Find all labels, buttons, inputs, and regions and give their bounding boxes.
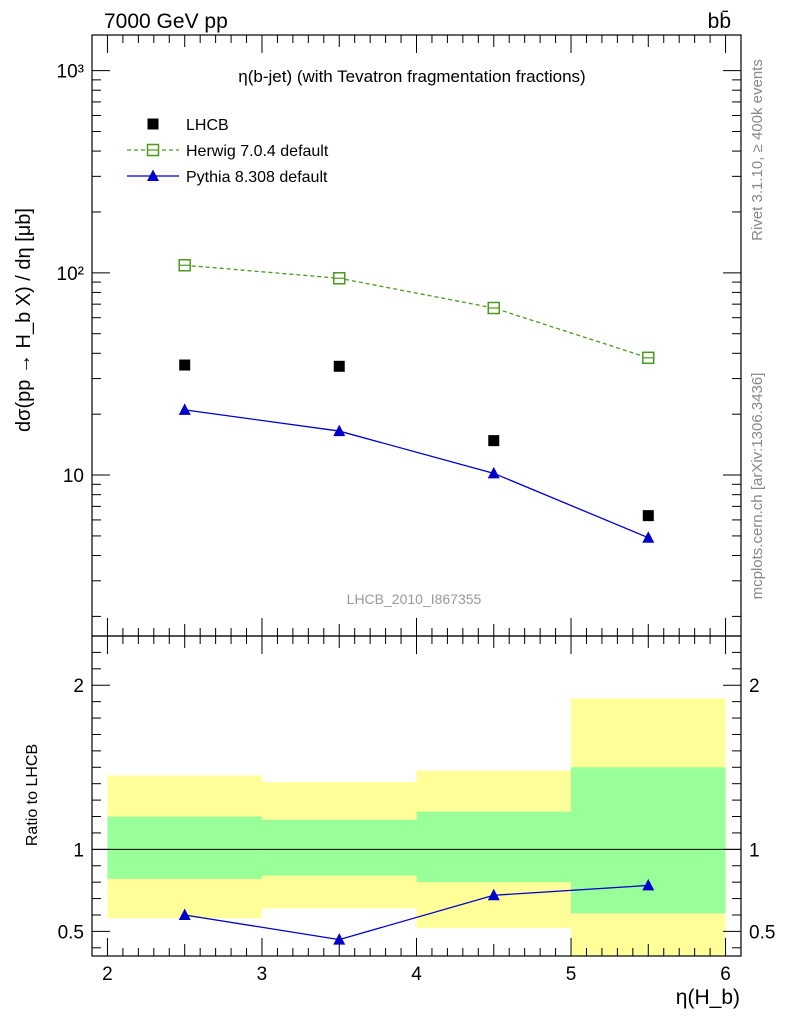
axis-tick-labels: 10 10² 10³ 2 3 4 5 6 0.5 0.5 1 1 2 2 (57, 62, 776, 985)
x-tick-label: 3 (257, 964, 268, 985)
data-point-1-0 (178, 259, 191, 272)
ratio-point-0-3 (642, 878, 655, 891)
data-point-2-3 (642, 531, 655, 543)
green-band-3 (571, 767, 726, 914)
rivet-label: Rivet 3.1.10, ≥ 400k events (749, 59, 766, 241)
ratio-y-tick-label-right: 2 (749, 676, 760, 697)
legend-label-0: LHCB (186, 117, 229, 134)
data-point-1-3 (642, 351, 655, 365)
ratio-point-0-0 (178, 908, 191, 920)
data-point-2-2 (487, 466, 500, 479)
legend-marker-0 (147, 118, 159, 130)
x-tick-label: 5 (566, 964, 577, 985)
data-point-0-1 (333, 360, 345, 372)
green-band-0 (107, 816, 262, 879)
data-point-0-3 (642, 510, 654, 522)
energy-label: 7000 GeV pp (104, 10, 228, 33)
plot-title: η(b-jet) (with Tevatron fragmentation fr… (238, 67, 585, 86)
legend-marker-2 (147, 169, 159, 181)
main-y-tick-label: 10³ (57, 62, 84, 83)
ratio-point-0-2 (487, 888, 500, 901)
data-point-0-2 (488, 435, 500, 447)
green-band-1 (261, 819, 417, 876)
main-y-axis-label: dσ(pp → H_b X) / dη [μb] (13, 208, 35, 432)
legend-label-1: Herwig 7.0.4 default (186, 143, 329, 160)
ratio-y-tick-label-left: 1 (73, 840, 84, 861)
mcplots-label: mcplots.cern.ch [arXiv:1306.3436] (749, 373, 766, 600)
ratio-series (178, 878, 655, 945)
data-point-2-0 (178, 403, 191, 415)
ratio-y-tick-label-right: 0.5 (749, 922, 775, 943)
ratio-y-tick-label-right: 1 (749, 840, 760, 861)
green-band-2 (416, 811, 572, 883)
ratio-line-0 (184, 884, 649, 941)
data-point-1-1 (332, 272, 346, 285)
data-point-0-0 (179, 359, 191, 371)
x-tick-label: 6 (720, 964, 731, 985)
series-line-2 (184, 409, 649, 539)
x-axis-label: η(H_b) (676, 986, 740, 1009)
series-line-1 (184, 264, 649, 359)
main-series (178, 259, 655, 543)
x-tick-label: 4 (411, 964, 422, 985)
axis-ticks (92, 35, 741, 956)
legend-label-2: Pythia 8.308 default (186, 169, 328, 186)
process-label: bb̄ (708, 10, 731, 33)
data-point-2-1 (333, 424, 346, 437)
ratio-point-0-1 (333, 933, 346, 945)
main-y-tick-label: 10 (63, 466, 84, 487)
ratio-y-tick-label-left: 2 (73, 676, 84, 697)
legend: LHCB Herwig 7.0.4 default Pythia 8.308 def… (127, 117, 329, 186)
data-point-1-2 (487, 301, 501, 315)
ratio-y-tick-label-left: 0.5 (58, 922, 84, 943)
main-y-tick-label: 10² (57, 264, 84, 285)
x-tick-label: 2 (102, 964, 113, 985)
ratio-y-axis-label: Ratio to LHCB (24, 744, 41, 846)
legend-marker-1 (146, 143, 160, 157)
analysis-watermark: LHCB_2010_I867355 (347, 591, 482, 607)
